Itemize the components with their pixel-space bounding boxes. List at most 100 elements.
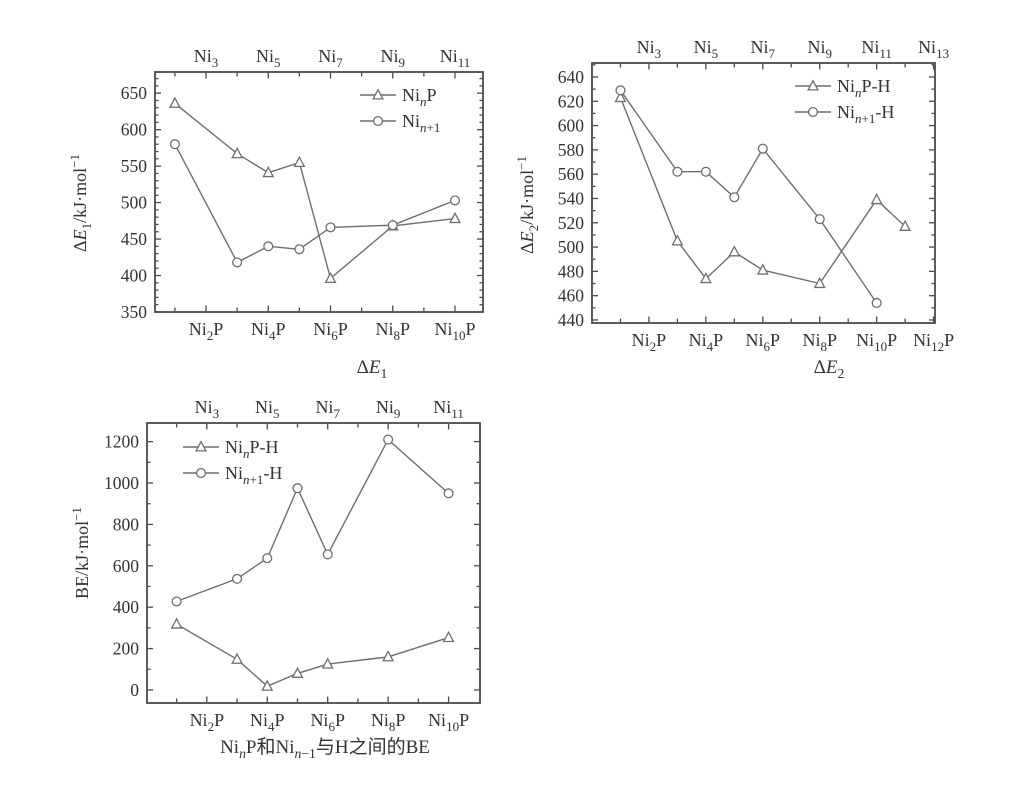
y-tick-label: 800 (113, 514, 140, 534)
x-axis-title: ΔE1 (357, 357, 388, 381)
triangle-marker (870, 192, 883, 205)
y-tick-label: 560 (558, 164, 585, 184)
x-top-label: Ni3 (194, 46, 219, 70)
x-bottom-label: Ni10P (428, 710, 469, 734)
series-triangle (614, 90, 912, 289)
x-axis-ticks (175, 423, 450, 703)
y-tick-label: 450 (121, 229, 148, 249)
circle-marker (757, 143, 768, 154)
circle-marker (263, 241, 274, 252)
legend-label: Nin+1-H (837, 102, 894, 126)
triangle-marker (899, 219, 912, 231)
x-top-label: Ni5 (694, 37, 719, 61)
x-top-label: Ni3 (637, 37, 662, 61)
x-bottom-label: Ni10P (434, 319, 475, 343)
x-bottom-label: Ni8P (371, 710, 406, 734)
triangle-marker (195, 440, 207, 452)
circle-marker (292, 483, 303, 494)
x-top-label: Ni13 (918, 37, 949, 61)
x-axis-title: ΔE2 (814, 357, 845, 381)
x-top-label: Ni7 (751, 37, 776, 61)
y-tick-label: 440 (558, 310, 585, 330)
triangle-marker (372, 88, 384, 100)
circle-marker (615, 85, 626, 96)
x-top-label: Ni7 (315, 397, 340, 421)
chart-be: 0 200 400 600 800 1000 1200 Ni2P Ni4P Ni6P Ni8P Ni1… (69, 397, 481, 761)
y-axis-title: BE/kJ·mol−1 (69, 507, 92, 599)
y-axis-title: ΔE2/kJ·mol−1 (514, 156, 541, 254)
x-bottom-label: Ni12P (913, 330, 954, 354)
x-axis-ticks (174, 72, 456, 312)
series-line (176, 438, 450, 603)
circle-marker (231, 573, 243, 584)
x-top-label: Ni7 (318, 46, 343, 70)
legend-label: NinP (402, 85, 437, 109)
circle-marker (169, 139, 180, 150)
plot-border (154, 71, 484, 313)
triangle-marker (449, 211, 461, 224)
triangle-marker (291, 666, 304, 678)
y-tick-label: 460 (558, 286, 585, 306)
x-bottom-label: Ni6P (310, 710, 345, 734)
y-tick-label: 550 (121, 156, 148, 176)
series-triangle (170, 617, 455, 691)
y-tick-label: 200 (113, 639, 140, 659)
series-line (619, 97, 906, 285)
y-tick-label: 500 (558, 237, 585, 257)
x-bottom-label: Ni4P (251, 319, 286, 343)
y-tick-label: 620 (558, 91, 585, 111)
circle-marker (294, 244, 305, 255)
x-bottom-label: Ni6P (313, 319, 348, 343)
plot-border (146, 422, 481, 704)
y-tick-label: 400 (113, 597, 140, 617)
x-bottom-label: Ni2P (190, 710, 225, 734)
series-line (176, 623, 449, 688)
x-top-label: Ni11 (440, 46, 471, 70)
y-tick-label: 540 (558, 188, 585, 208)
x-top-label: Ni5 (255, 397, 280, 421)
circle-marker (372, 115, 384, 127)
y-tick-label: 600 (121, 120, 148, 140)
circle-marker (325, 222, 336, 233)
circle-marker (814, 214, 825, 225)
circle-marker (232, 257, 243, 268)
y-tick-label: 580 (558, 140, 585, 160)
chart-delta-e1: 350 400 450 500 550 600 650 Ni2P Ni4P Ni6P Ni8P Ni1… (67, 46, 484, 381)
x-bottom-label: Ni6P (746, 330, 781, 354)
y-axis-ticks (147, 440, 480, 691)
triangle-marker (442, 630, 455, 643)
legend-label: Nin+1-H (225, 463, 282, 487)
x-bottom-label: Ni8P (802, 330, 837, 354)
y-tick-label: 1000 (104, 473, 139, 493)
x-top-label: Ni5 (256, 46, 281, 70)
x-axis-ticks (619, 63, 935, 323)
series-circle (615, 85, 882, 309)
x-bottom-label: Ni4P (250, 710, 285, 734)
plot-border (591, 62, 936, 324)
triangle-marker (170, 617, 183, 629)
circle-marker (171, 596, 182, 607)
circle-marker (387, 220, 398, 231)
triangle-marker (293, 155, 306, 168)
series-line (619, 89, 878, 304)
circle-marker (383, 434, 394, 445)
circle-marker (322, 549, 333, 560)
triangle-marker (324, 271, 337, 283)
x-top-label: Ni3 (195, 397, 220, 421)
triangle-marker (382, 650, 395, 662)
x-bottom-label: Ni10P (856, 330, 897, 354)
legend-label: NinP-H (837, 76, 891, 100)
legend-label: NinP-H (225, 437, 279, 461)
series-circle (169, 139, 461, 268)
triangle-marker (671, 234, 684, 246)
circle-marker (729, 192, 740, 203)
x-top-label: Ni9 (381, 46, 406, 70)
circle-marker (672, 166, 683, 177)
triangle-marker (168, 96, 181, 108)
triangle-marker (262, 165, 275, 178)
x-bottom-label: Ni2P (189, 319, 224, 343)
y-tick-label: 400 (121, 266, 148, 286)
triangle-marker (813, 276, 826, 289)
